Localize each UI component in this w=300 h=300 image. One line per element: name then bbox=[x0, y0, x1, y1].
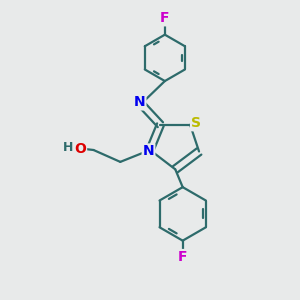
Text: F: F bbox=[160, 11, 170, 25]
Text: S: S bbox=[191, 116, 201, 130]
Text: N: N bbox=[134, 95, 146, 110]
Text: H: H bbox=[63, 140, 74, 154]
Text: N: N bbox=[143, 145, 154, 158]
Text: O: O bbox=[74, 142, 86, 155]
Text: F: F bbox=[178, 250, 188, 264]
